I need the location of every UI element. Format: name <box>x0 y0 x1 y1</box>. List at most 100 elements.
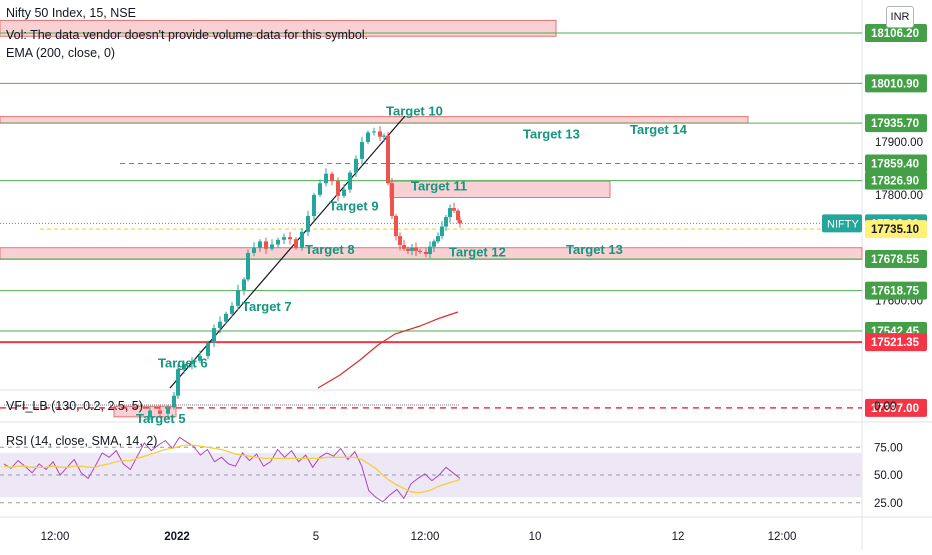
target-label: Target 9 <box>329 199 379 214</box>
candle-body <box>456 210 460 221</box>
price-pane: Target 10 Target 13 Target 14 Target 11 Targ… <box>0 19 863 426</box>
ema-legend[interactable]: EMA (200, close, 0) <box>6 46 116 60</box>
price-tag <box>865 398 927 417</box>
price-label: 17935.70 <box>871 118 919 130</box>
target-zone <box>0 19 557 37</box>
price-tag <box>865 24 927 42</box>
candle-body <box>198 356 202 361</box>
rsi-ma-line <box>3 444 461 494</box>
candle-body <box>436 236 440 242</box>
candle-body <box>342 189 346 196</box>
time-tick-label: 12 <box>672 531 685 543</box>
candle-body <box>158 410 162 414</box>
candle-body <box>236 290 240 306</box>
candle-body <box>382 135 386 137</box>
price-label: 18010.90 <box>871 78 919 90</box>
candle-body <box>242 279 246 291</box>
currency-button[interactable]: INR <box>886 6 914 28</box>
price-label: 18106.20 <box>871 28 919 40</box>
candles <box>148 126 462 421</box>
price-label: 17678.55 <box>871 254 920 266</box>
price-label: 17618.75 <box>871 286 920 298</box>
trend-line <box>169 115 406 389</box>
price-label: 17735.10 <box>871 224 919 236</box>
price-tag <box>865 171 927 190</box>
price-label: 17826.90 <box>871 176 919 188</box>
candle-body <box>176 369 180 396</box>
price-tick-label: 17800.00 <box>875 190 923 202</box>
time-tick-label: 2022 <box>164 531 190 543</box>
price-label: 17521.35 <box>871 337 920 349</box>
volume-legend: Vol: The data vendor doesn't provide vol… <box>6 28 369 42</box>
candle-body <box>336 181 340 196</box>
candle-body <box>294 239 298 248</box>
candle-body <box>258 241 262 248</box>
candle-body <box>348 172 352 190</box>
candle-body <box>444 217 448 227</box>
vfi-value-label: 0.00 <box>874 401 896 413</box>
candle-body <box>282 237 286 240</box>
vfi-legend[interactable]: VFI_LB (130, 0.2, 2.5, 5) <box>6 399 143 413</box>
target-label: Target 11 <box>411 179 467 194</box>
candle-body <box>218 321 222 329</box>
candle-body <box>414 247 418 251</box>
target-label: Target 5 <box>136 411 186 426</box>
candle-body <box>206 342 210 357</box>
rsi-legend[interactable]: RSI (14, close, SMA, 14, 2) <box>6 434 158 448</box>
candle-body <box>224 313 228 322</box>
candle-body <box>360 141 364 159</box>
candle-body <box>324 173 328 184</box>
time-tick-label: 5 <box>313 531 319 543</box>
candle-body <box>452 208 456 211</box>
candle-body <box>172 395 176 408</box>
price-label: 17397.00 <box>871 403 919 415</box>
candle-body <box>372 131 376 133</box>
symbol-tag <box>822 214 862 233</box>
rsi-pane: 75.00 50.00 25.00 <box>0 436 903 510</box>
candle-body <box>246 253 250 280</box>
candle-body <box>390 183 394 217</box>
price-tag <box>865 114 927 133</box>
candle-body <box>378 131 382 137</box>
candle-body <box>264 241 268 249</box>
candle-body <box>386 135 390 184</box>
candle-body <box>230 305 234 314</box>
candle-body <box>212 328 216 343</box>
target-label: Target 13 <box>523 126 580 141</box>
candle-body <box>318 183 322 195</box>
candle-body <box>300 231 304 248</box>
candle-body <box>312 194 316 217</box>
candle-body <box>354 158 358 173</box>
candle-body <box>424 251 428 255</box>
candle-body <box>402 245 406 249</box>
time-tick-label: 12:00 <box>41 531 70 543</box>
price-tag <box>865 154 927 173</box>
price-label: 17859.40 <box>871 158 919 170</box>
target-label: Target 8 <box>305 242 355 257</box>
candle-body <box>190 360 194 365</box>
time-tick-label: 12:00 <box>768 531 797 543</box>
target-label: Target 12 <box>449 245 506 260</box>
candle-body <box>270 244 274 249</box>
price-tag <box>865 281 927 300</box>
time-tick-label: 12:00 <box>411 531 440 543</box>
candle-body <box>182 364 186 370</box>
candle-body <box>288 237 292 240</box>
target-label: Target 14 <box>630 122 688 137</box>
candle-body <box>252 247 256 254</box>
price-axis: 18106.20 18010.90 17935.70 17900.00 17859.40… <box>822 24 927 417</box>
ema-line <box>317 311 459 389</box>
price-tick-label: 17900.00 <box>875 137 923 149</box>
time-tick-label: 10 <box>529 531 542 543</box>
candle-body <box>306 216 310 232</box>
target-label: Target 7 <box>242 299 292 314</box>
candle-body <box>330 173 334 182</box>
price-tag <box>865 250 927 269</box>
symbol-tag-label: NIFTY <box>827 218 859 230</box>
symbol-legend[interactable]: Nifty 50 Index, 15, NSE <box>6 6 136 20</box>
rsi-tick-label: 75.00 <box>874 442 903 454</box>
candle-body <box>428 246 432 255</box>
rsi-line <box>3 436 461 503</box>
